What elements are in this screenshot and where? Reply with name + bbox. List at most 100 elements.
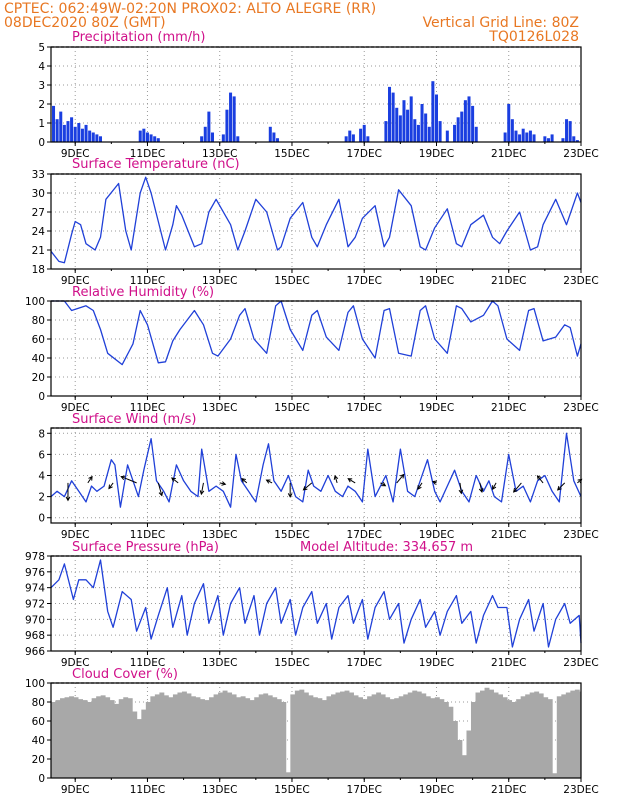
x-tick-label: 19DEC: [419, 529, 454, 541]
panel-0: 9DEC 11DEC 13DEC 15DEC 17DEC 19DEC 21DEC 23DEC 0…: [38, 30, 598, 160]
x-tick-label: 17DEC: [347, 529, 382, 541]
panel-1: 9DEC 11DEC 13DEC 15DEC 17DEC 19DEC 21DEC 23DEC 1…: [32, 157, 599, 287]
cloud-bar: [525, 694, 531, 778]
panel-annotation: Model Altitude: 334.657 m: [300, 540, 473, 555]
cloud-bar: [380, 694, 386, 778]
y-tick-label: 972: [25, 599, 45, 611]
precip-bar: [55, 119, 59, 142]
wind-arrow-head: [536, 475, 542, 480]
precip-bar: [514, 130, 518, 142]
cloud-bar: [358, 697, 364, 778]
x-tick-label: 15DEC: [274, 402, 309, 414]
wind-arrow-head: [158, 491, 164, 497]
wind-arrow-shaft: [492, 482, 497, 490]
x-tick-label: 15DEC: [274, 148, 309, 160]
cloud-bar: [421, 693, 427, 778]
y-tick-label: 8: [38, 428, 45, 440]
precip-bar: [153, 136, 157, 142]
cloud-bar: [561, 694, 567, 778]
x-tick-label: 23DEC: [563, 784, 598, 796]
x-tick-label: 11DEC: [130, 275, 165, 287]
cloud-bar: [150, 696, 156, 778]
panel-2: 9DEC 11DEC 13DEC 15DEC 17DEC 19DEC 21DEC 23DEC 0…: [25, 285, 599, 414]
wind-arrow-head: [399, 473, 405, 479]
cloud-bar: [407, 692, 413, 778]
x-tick-label: 19DEC: [419, 657, 454, 669]
y-tick-label: 18: [32, 264, 45, 276]
y-tick-label: 27: [32, 207, 45, 219]
cloud-bar: [340, 691, 345, 778]
cloud-bar: [511, 702, 517, 778]
cloud-bar: [168, 697, 174, 778]
cloud-bar: [565, 692, 571, 778]
precip-bar: [229, 92, 233, 142]
x-tick-label: 9DEC: [61, 148, 90, 160]
y-tick-label: 40: [32, 353, 45, 365]
y-tick-label: 0: [38, 513, 45, 525]
y-tick-label: 20: [32, 754, 45, 766]
cloud-bar: [231, 694, 237, 778]
precip-bar: [95, 134, 99, 142]
cloud-bar: [100, 695, 106, 778]
cloud-bar: [213, 694, 219, 778]
precip-bar: [525, 132, 529, 142]
x-tick-label: 15DEC: [274, 657, 309, 669]
wind-arrow-shaft: [303, 482, 313, 491]
x-tick-label: 21DEC: [491, 784, 526, 796]
cloud-bar: [376, 692, 382, 778]
precip-bar: [453, 124, 457, 142]
cloud-bar: [385, 697, 391, 778]
cloud-bar: [181, 691, 187, 778]
panel-3: 9DEC 11DEC 13DEC 15DEC 17DEC 19DEC 21DEC 23DEC 0…: [38, 412, 598, 541]
plot-frame: [50, 46, 582, 143]
wind-arrow-shaft: [121, 476, 137, 484]
cloud-bar: [443, 702, 449, 778]
precip-bar: [431, 81, 435, 142]
precip-bar: [232, 96, 236, 142]
precip-bar: [91, 132, 95, 142]
cloud-bar: [574, 689, 580, 778]
precip-bar: [413, 119, 417, 142]
cloud-bar: [281, 702, 287, 778]
cloud-bar: [403, 694, 409, 778]
precip-bar: [474, 126, 478, 142]
precip-bar: [138, 130, 142, 142]
series-line: [51, 300, 582, 366]
precip-bar: [568, 121, 572, 142]
x-tick-label: 21DEC: [491, 148, 526, 160]
y-tick-label: 40: [32, 735, 45, 747]
y-tick-label: 20: [32, 372, 45, 384]
precip-bar: [565, 119, 569, 142]
cloud-bar: [507, 700, 513, 778]
cloud-bar: [290, 694, 296, 778]
cloud-bar: [475, 692, 481, 778]
wind-arrow-head: [333, 474, 339, 480]
precip-bar: [575, 140, 579, 142]
y-tick-label: 0: [38, 773, 45, 785]
y-tick-label: 0: [38, 391, 45, 403]
cloud-bar: [236, 697, 242, 778]
precip-bar: [445, 130, 449, 142]
y-tick-label: 6: [38, 449, 45, 461]
precip-bar: [203, 126, 207, 142]
y-tick-label: 80: [32, 315, 45, 327]
cloud-bar: [538, 693, 544, 778]
precip-bar: [510, 119, 514, 142]
precip-bar: [550, 134, 554, 142]
wind-arrow-head: [120, 475, 126, 481]
wind-arrow-shaft: [266, 479, 273, 484]
y-tick-label: 4: [38, 61, 45, 73]
wind-arrow-shaft: [459, 482, 462, 494]
wind-arrow-shaft: [347, 478, 356, 484]
cloud-bar: [82, 700, 88, 778]
y-tick-label: 974: [25, 583, 45, 595]
precip-bar: [398, 115, 402, 142]
cloud-bar: [552, 773, 558, 778]
cloud-bar: [141, 709, 147, 778]
cloud-bar: [493, 692, 499, 778]
wind-arrow-head: [381, 482, 387, 487]
precip-bar: [149, 134, 153, 142]
x-tick-label: 13DEC: [202, 275, 237, 287]
cloud-bar: [344, 690, 350, 778]
